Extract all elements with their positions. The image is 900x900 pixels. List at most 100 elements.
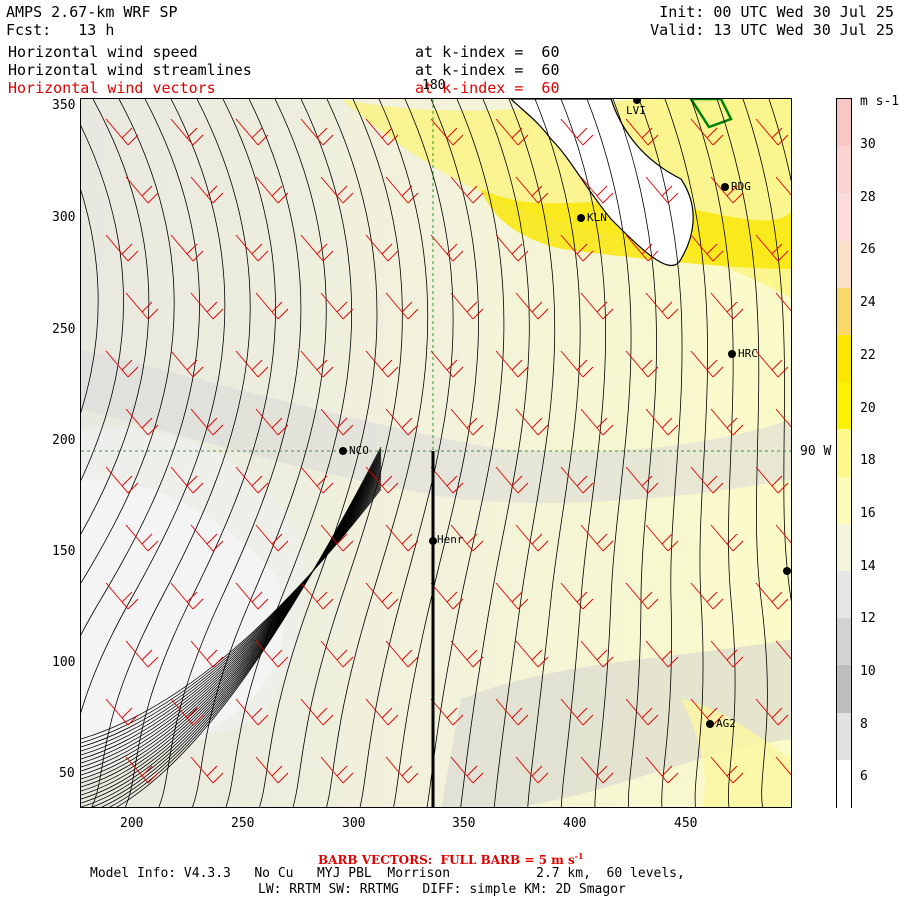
wind-barb [580,640,614,668]
init-time: Init: 00 UTC Wed 30 Jul 25 [659,3,894,21]
station-label-ag2: AG2 [716,717,736,730]
colorbar-segment [837,287,851,336]
wind-barb [450,756,484,784]
streamline [81,99,226,714]
wind-barb [365,582,399,610]
streamline [716,99,768,807]
wind-barb [190,524,224,552]
streamline [81,99,150,535]
wind-barb [170,466,204,494]
wind-barb [710,524,744,552]
station-marker-henr [429,537,437,545]
colorbar-segment [837,382,851,431]
y-tick: 100 [52,655,76,670]
field-name-vectors: Horizontal wind vectors [8,79,216,97]
wind-barb [645,524,679,552]
gray-band-south [441,639,791,807]
colorbar-unit: m s-1 [860,94,900,109]
colorbar-segment [837,665,851,714]
wind-barb [450,640,484,668]
wind-barb [235,582,269,610]
streamline [292,99,403,807]
model-title: AMPS 2.67-km WRF SP [6,3,178,21]
wind-barb [495,582,529,610]
ice-edge [689,99,733,129]
wind-barb [495,466,529,494]
wind-barb [710,408,744,436]
wind-barb [430,466,464,494]
wind-barb [625,466,659,494]
colorbar-label: 24 [860,295,876,311]
wind-barb [365,698,399,726]
streamline [225,99,353,807]
wind-barb [255,640,289,668]
streamline [81,478,382,760]
station-label-lvi: LVI [626,104,646,117]
wind-barb [710,640,744,668]
colorbar-segment [837,240,851,289]
station-marker-edge [783,567,791,575]
colorbar-label: 10 [860,664,876,679]
streamline [116,446,382,807]
streamline [81,470,382,776]
streamline [527,99,581,807]
wind-barb [125,176,159,204]
wind-barb [515,292,549,320]
station-marker-rdg [721,183,729,191]
wind-barb [775,756,791,776]
colorbar-label: 20 [860,400,876,416]
wind-barb [105,698,139,726]
colorbar-label: 30 [860,137,876,152]
streamline [81,482,382,752]
map-plot: NCO Henr KLN RDG HRC AG2 LVI [80,98,792,808]
valid-time: Valid: 13 UTC Wed 30 Jul 25 [650,21,894,39]
wind-barb [235,698,269,726]
wind-barb [560,234,594,262]
station-label-henr: Henr [437,533,464,546]
wind-barb [170,698,204,726]
wind-barb [450,176,484,204]
wind-barb [125,408,159,436]
wind-barb [775,524,791,544]
wind-barb [255,756,289,784]
wind-barb [235,466,269,494]
streamline [326,99,429,807]
wind-barb [300,698,334,726]
streamline [664,99,708,807]
wind-barb [775,408,791,428]
colorbar-segment [837,335,851,384]
streamline [359,99,454,807]
wind-barb [190,292,224,320]
wind-barb [385,640,419,668]
wind-barb [580,176,614,204]
streamline [493,99,556,807]
streamlines [81,99,791,807]
wind-barb [105,582,139,610]
wind-barb [170,582,204,610]
wind-barb [320,176,354,204]
y-tick: 50 [59,766,75,781]
streamline [81,488,382,740]
colorbar-segment [837,146,851,195]
station-label-hrc: HRC [738,347,758,360]
wind-barb [320,524,354,552]
wind-barb [560,582,594,610]
station-marker-kln [577,214,585,222]
wind-barb [690,582,724,610]
x-tick: 350 [452,816,476,831]
colorbar-segment [837,712,851,761]
wind-barb [190,640,224,668]
streamline [158,99,302,807]
colorbar-label: 22 [860,347,876,363]
wind-barb [255,524,289,552]
wind-barb [105,118,139,146]
streamline [586,99,632,807]
wind-barb [365,350,399,378]
wind-barb [625,234,659,262]
wind-barb [125,524,159,552]
wind-barb [515,176,549,204]
wind-barb [235,118,269,146]
y-tick: 250 [52,322,76,337]
wind-barb [255,176,289,204]
streamline [690,99,736,807]
